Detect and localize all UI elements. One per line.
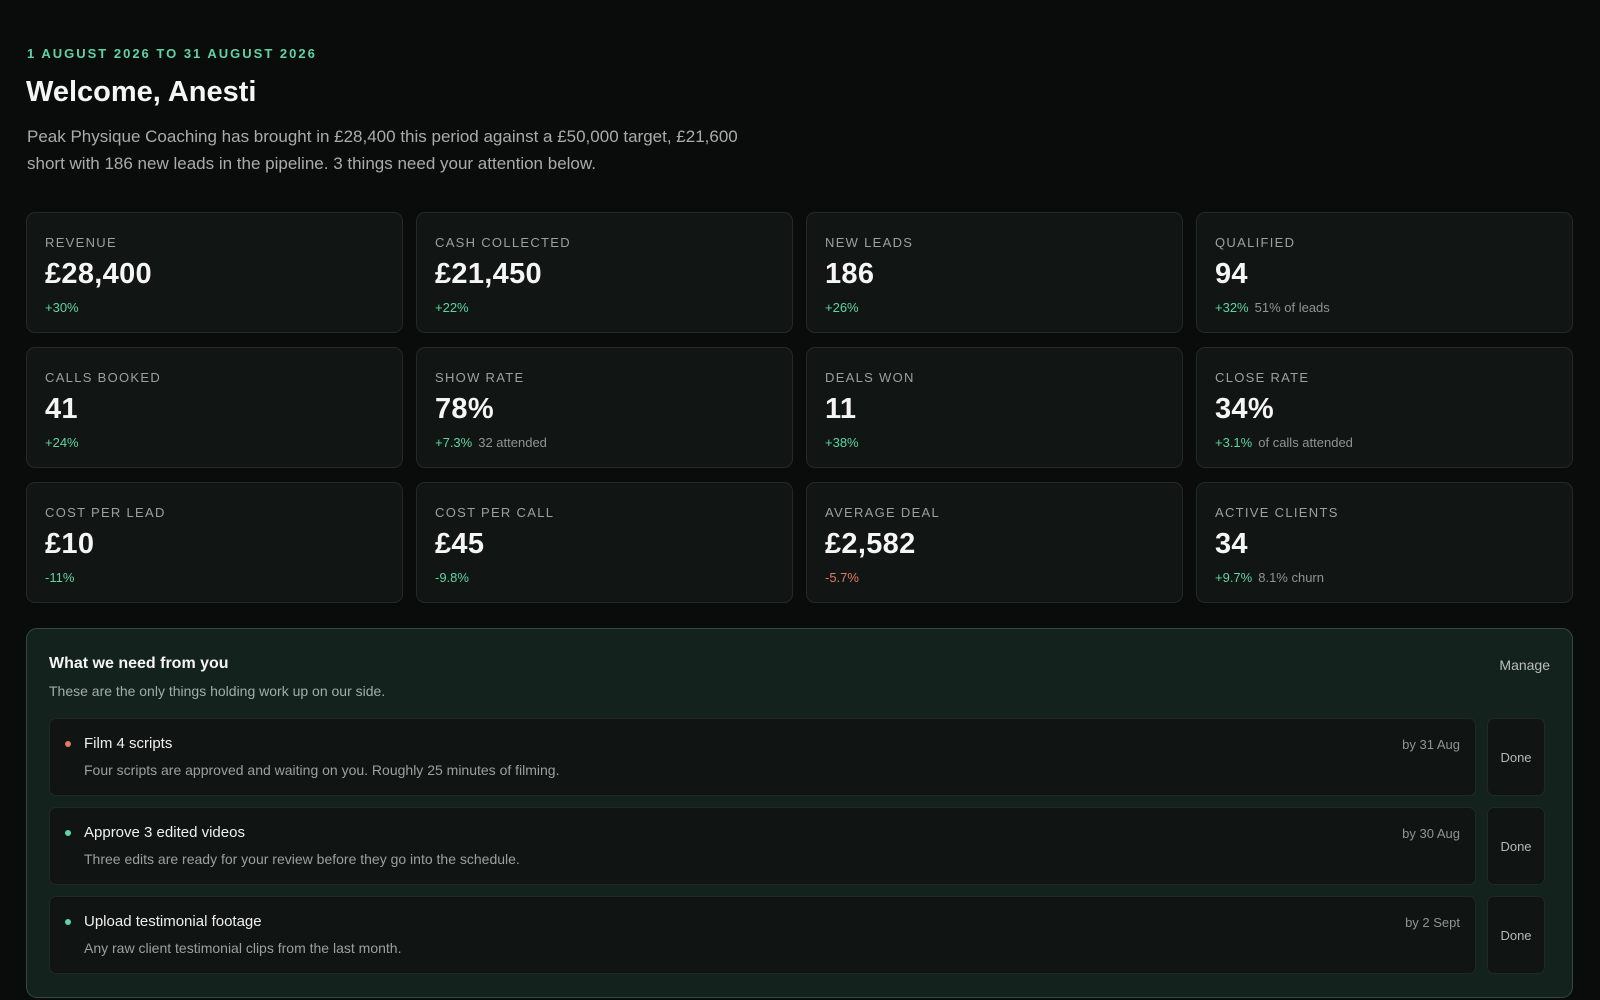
metric-label: DEALS WON — [825, 370, 915, 385]
metric-card-active-clients: ACTIVE CLIENTS 34 +9.7% 8.1% churn — [1196, 482, 1573, 603]
metric-card-new-leads: NEW LEADS 186 +26% — [806, 212, 1183, 333]
metric-value: £45 — [435, 528, 485, 560]
metric-value: £2,582 — [825, 528, 916, 560]
metric-meta: +22% — [435, 300, 774, 315]
metric-card-average-deal: AVERAGE DEAL £2,582 -5.7% — [806, 482, 1183, 603]
task-due-date: by 30 Aug — [1402, 826, 1460, 841]
metric-delta: -9.8% — [435, 570, 469, 585]
done-button[interactable]: Done — [1487, 718, 1545, 796]
metric-label: QUALIFIED — [1215, 235, 1296, 250]
metric-card-cost-per-call: COST PER CALL £45 -9.8% — [416, 482, 793, 603]
task-item-approve-videos[interactable]: Approve 3 edited videos Three edits are … — [49, 807, 1476, 885]
task-description: Four scripts are approved and waiting on… — [84, 762, 560, 778]
metric-label: COST PER CALL — [435, 505, 555, 520]
metric-label: ACTIVE CLIENTS — [1215, 505, 1339, 520]
period-summary: Peak Physique Coaching has brought in £2… — [27, 123, 787, 177]
metric-label: CLOSE RATE — [1215, 370, 1310, 385]
metric-meta: +26% — [825, 300, 1164, 315]
metric-value: 34 — [1215, 528, 1248, 560]
metric-meta: +30% — [45, 300, 384, 315]
metric-card-calls-booked: CALLS BOOKED 41 +24% — [26, 347, 403, 468]
metric-delta: +22% — [435, 300, 469, 315]
metric-meta: -11% — [45, 570, 384, 585]
metric-delta: +3.1% — [1215, 435, 1253, 450]
metric-card-qualified: QUALIFIED 94 +32% 51% of leads — [1196, 212, 1573, 333]
action-items-panel: What we need from you These are the only… — [26, 628, 1573, 998]
metric-value: 11 — [825, 393, 857, 425]
metric-meta: +24% — [45, 435, 384, 450]
reporting-period: 1 AUGUST 2026 TO 31 AUGUST 2026 — [27, 46, 317, 61]
metric-meta: -9.8% — [435, 570, 774, 585]
task-due-date: by 2 Sept — [1405, 915, 1460, 930]
metric-value: £28,400 — [45, 258, 152, 290]
metric-note: 32 attended — [478, 435, 547, 450]
metric-note: 8.1% churn — [1258, 570, 1324, 585]
action-items-title: What we need from you — [49, 655, 229, 672]
metric-note: of calls attended — [1258, 435, 1353, 450]
metric-meta: +38% — [825, 435, 1164, 450]
task-row: Approve 3 edited videos Three edits are … — [49, 807, 1550, 885]
metric-label: SHOW RATE — [435, 370, 525, 385]
metric-value: 78% — [435, 393, 494, 425]
task-list: Film 4 scripts Four scripts are approved… — [49, 718, 1550, 974]
task-description: Any raw client testimonial clips from th… — [84, 940, 402, 956]
task-due-date: by 31 Aug — [1402, 737, 1460, 752]
metric-meta: +32% 51% of leads — [1215, 300, 1554, 315]
done-button[interactable]: Done — [1487, 807, 1545, 885]
summary-line-2: short with 186 new leads in the pipeline… — [27, 154, 596, 173]
metric-value: 41 — [45, 393, 78, 425]
metric-card-cost-per-lead: COST PER LEAD £10 -11% — [26, 482, 403, 603]
task-row: Upload testimonial footage Any raw clien… — [49, 896, 1550, 974]
metric-label: COST PER LEAD — [45, 505, 166, 520]
metric-card-cash-collected: CASH COLLECTED £21,450 +22% — [416, 212, 793, 333]
metric-meta: +9.7% 8.1% churn — [1215, 570, 1554, 585]
metric-delta: +7.3% — [435, 435, 473, 450]
metric-label: CASH COLLECTED — [435, 235, 571, 250]
metric-delta: +38% — [825, 435, 859, 450]
metric-card-deals-won: DEALS WON 11 +38% — [806, 347, 1183, 468]
metric-value: 186 — [825, 258, 875, 290]
metric-delta: +32% — [1215, 300, 1249, 315]
metric-value: £10 — [45, 528, 95, 560]
metrics-grid: REVENUE £28,400 +30% CASH COLLECTED £21,… — [26, 212, 1573, 603]
metric-delta: +24% — [45, 435, 79, 450]
task-title: Approve 3 edited videos — [84, 824, 245, 841]
action-items-subtitle: These are the only things holding work u… — [49, 683, 386, 699]
metric-delta: +26% — [825, 300, 859, 315]
metric-card-close-rate: CLOSE RATE 34% +3.1% of calls attended — [1196, 347, 1573, 468]
metric-label: REVENUE — [45, 235, 117, 250]
metric-delta: +9.7% — [1215, 570, 1253, 585]
task-description: Three edits are ready for your review be… — [84, 851, 520, 867]
metric-delta: -11% — [45, 570, 75, 585]
metric-delta: +30% — [45, 300, 79, 315]
metric-label: AVERAGE DEAL — [825, 505, 941, 520]
metric-note: 51% of leads — [1254, 300, 1330, 315]
metric-meta: -5.7% — [825, 570, 1164, 585]
done-button[interactable]: Done — [1487, 896, 1545, 974]
metric-value: £21,450 — [435, 258, 542, 290]
summary-line-1: Peak Physique Coaching has brought in £2… — [27, 127, 738, 146]
metric-card-revenue: REVENUE £28,400 +30% — [26, 212, 403, 333]
task-item-film-scripts[interactable]: Film 4 scripts Four scripts are approved… — [49, 718, 1476, 796]
task-item-upload-testimonial[interactable]: Upload testimonial footage Any raw clien… — [49, 896, 1476, 974]
priority-dot-icon — [65, 741, 71, 747]
priority-dot-icon — [65, 830, 71, 836]
task-row: Film 4 scripts Four scripts are approved… — [49, 718, 1550, 796]
task-title: Film 4 scripts — [84, 735, 173, 752]
metric-value: 94 — [1215, 258, 1248, 290]
metric-value: 34% — [1215, 393, 1274, 425]
page-title: Welcome, Anesti — [26, 76, 257, 108]
metric-meta: +7.3% 32 attended — [435, 435, 774, 450]
metric-card-show-rate: SHOW RATE 78% +7.3% 32 attended — [416, 347, 793, 468]
metric-meta: +3.1% of calls attended — [1215, 435, 1554, 450]
manage-link[interactable]: Manage — [1499, 657, 1550, 673]
task-title: Upload testimonial footage — [84, 913, 262, 930]
metric-label: CALLS BOOKED — [45, 370, 162, 385]
metric-delta: -5.7% — [825, 570, 859, 585]
priority-dot-icon — [65, 919, 71, 925]
metric-label: NEW LEADS — [825, 235, 914, 250]
